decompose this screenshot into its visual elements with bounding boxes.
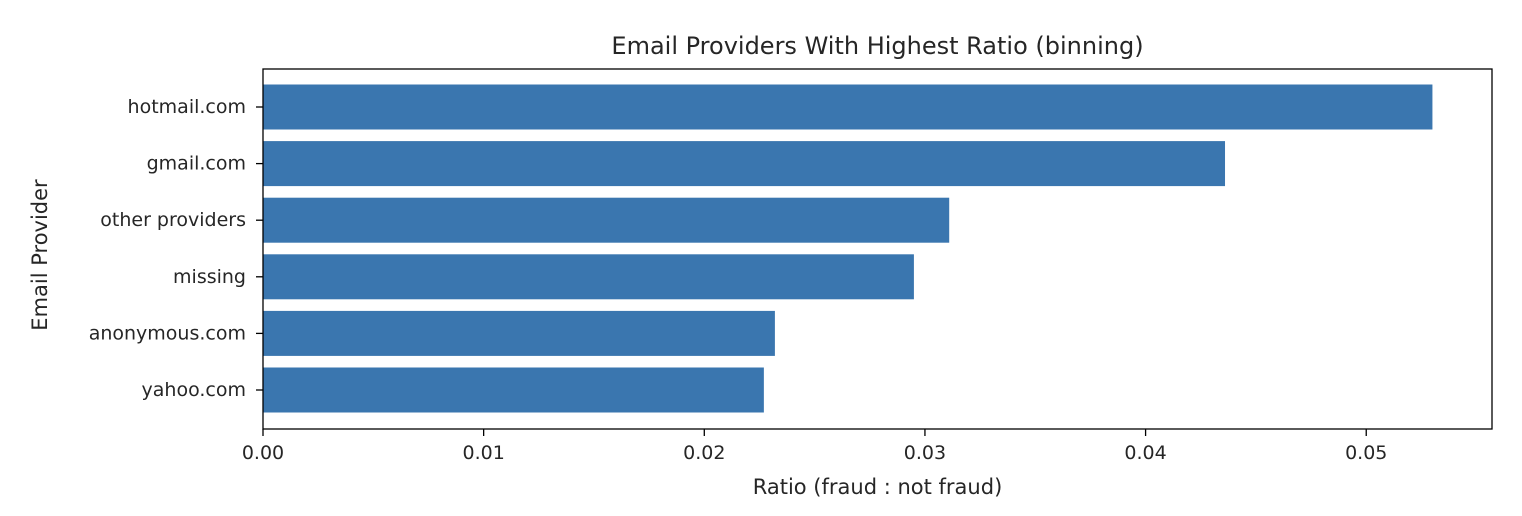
y-tick-label: yahoo.com	[142, 379, 246, 401]
x-tick-label: 0.04	[1124, 442, 1166, 464]
y-tick-label: gmail.com	[147, 153, 246, 175]
x-tick-label: 0.00	[242, 442, 284, 464]
y-tick-label: hotmail.com	[128, 96, 246, 118]
bars-layer	[263, 84, 1433, 413]
x-axis-ticks: 0.00 0.01 0.02 0.03 0.04 0.05	[242, 429, 1387, 464]
x-tick-label: 0.03	[904, 442, 946, 464]
y-axis-label: Email Provider	[28, 179, 52, 331]
x-tick-label: 0.02	[683, 442, 725, 464]
bar-yahoo-com	[263, 367, 764, 413]
bar-hotmail-com	[263, 84, 1433, 130]
y-axis-ticks: hotmail.com gmail.com other providers missi…	[89, 96, 263, 401]
y-tick-label: other providers	[100, 209, 246, 231]
x-tick-label: 0.01	[462, 442, 504, 464]
chart-title: Email Providers With Highest Ratio (binn…	[611, 32, 1143, 60]
y-tick-label: anonymous.com	[89, 322, 246, 344]
bar-other-providers	[263, 197, 950, 243]
bar-gmail-com	[263, 141, 1226, 187]
x-tick-label: 0.05	[1345, 442, 1387, 464]
bar-anonymous-com	[263, 310, 775, 356]
plot-frame	[262, 68, 1493, 430]
x-axis-label: Ratio (fraud : not fraud)	[753, 475, 1003, 499]
y-tick-label: missing	[173, 266, 246, 288]
bar-missing	[263, 254, 914, 300]
